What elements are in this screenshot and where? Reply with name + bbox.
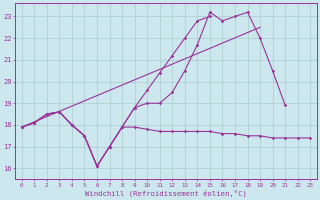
X-axis label: Windchill (Refroidissement éolien,°C): Windchill (Refroidissement éolien,°C)	[85, 189, 247, 197]
